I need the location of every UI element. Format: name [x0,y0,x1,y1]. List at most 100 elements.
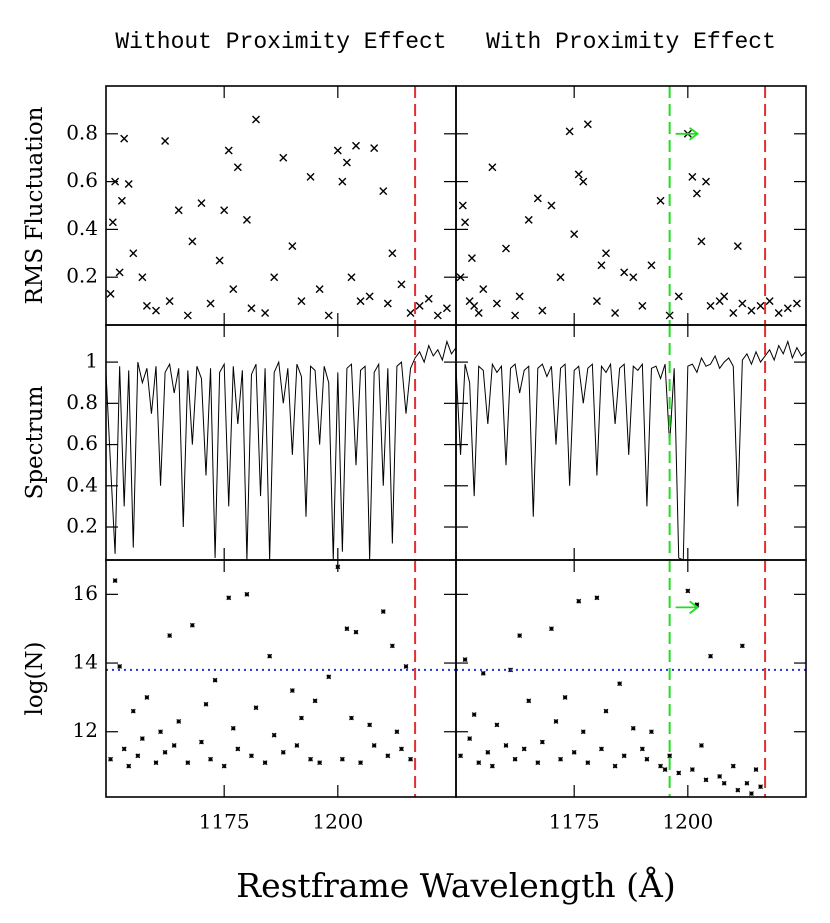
point [535,760,541,766]
point [306,172,315,181]
point [639,746,645,752]
point [117,196,126,205]
point [783,304,792,313]
point [517,633,523,638]
point [515,292,524,301]
point [471,712,477,717]
point [479,285,488,294]
point [665,311,674,320]
point [270,273,279,282]
point [233,163,242,172]
point [488,163,497,172]
point [458,753,463,759]
point [312,698,318,704]
point [738,299,747,308]
point [630,725,636,731]
point [112,578,118,584]
y-tick-label: 0.6 [66,431,98,455]
point [297,297,306,306]
point [721,780,727,786]
point [792,299,801,308]
point [158,729,163,735]
point [474,309,483,318]
point [717,773,723,779]
y-axis-label: Spectrum [22,385,48,499]
point [394,729,400,735]
point [629,273,638,282]
panel-frame [105,85,457,326]
point [324,311,333,320]
point [108,218,117,227]
point [367,722,373,728]
point [197,199,206,208]
point [226,595,232,601]
point [299,715,304,721]
point [165,297,174,306]
point [571,749,577,755]
point [230,725,236,731]
point [229,285,238,294]
point [538,306,547,315]
point [235,746,241,752]
point [694,602,700,608]
point [333,146,342,155]
point [267,653,273,659]
point [565,127,574,136]
point [512,756,518,762]
y-axis-label: RMS Fluctuation [22,106,48,304]
point [424,294,433,303]
point [579,177,588,186]
point [249,753,254,759]
point [756,301,765,310]
point [185,760,191,766]
point [399,746,404,752]
point [339,756,345,762]
point [121,746,127,752]
point [667,753,673,759]
point [674,292,683,301]
point [289,688,295,693]
point [585,760,591,766]
point [749,791,754,796]
x-tick-label: 1200 [312,810,363,834]
point [212,677,218,683]
point [688,172,697,181]
panel-frame [455,559,807,798]
point [199,739,204,745]
point [489,763,495,769]
point [697,237,706,246]
point [379,187,388,196]
point [247,304,256,313]
point [288,242,297,251]
point [662,767,668,772]
point [708,653,713,659]
point [638,301,647,310]
point [347,273,356,282]
point [720,292,729,301]
y-axis-label: log(N) [22,642,48,716]
point [647,261,656,270]
point [562,694,568,700]
point [403,664,409,669]
point [389,643,395,649]
point [456,273,465,282]
point [461,218,470,227]
point [208,756,213,762]
point [744,780,750,786]
point [215,256,224,265]
point [406,309,415,318]
point [115,268,124,277]
point [106,289,115,298]
point [352,141,360,150]
point [556,273,565,282]
point [649,729,654,735]
y-tick-label: 0.8 [66,390,98,414]
point [547,201,556,210]
point [244,591,250,597]
point [397,280,406,289]
point [599,746,604,752]
point [129,249,138,258]
point [252,115,260,124]
point [574,170,583,179]
point [344,626,350,632]
